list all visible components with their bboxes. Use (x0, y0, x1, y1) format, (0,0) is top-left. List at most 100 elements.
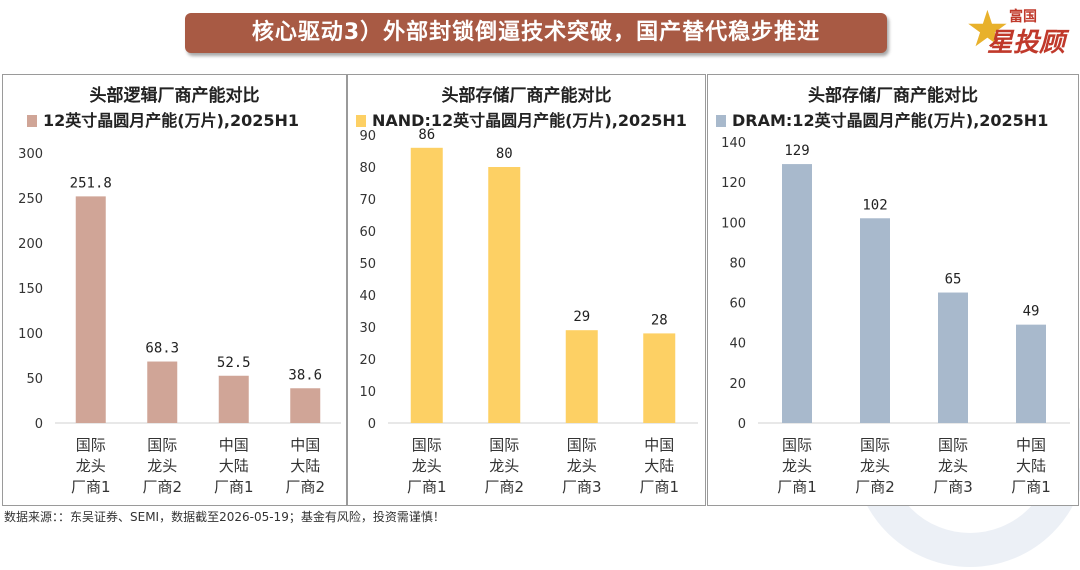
bar (488, 167, 521, 423)
bar (75, 196, 106, 423)
x-tick-label: 国际 (567, 436, 597, 454)
y-tick-label: 60 (359, 225, 376, 240)
y-tick-label: 0 (35, 417, 43, 432)
legend-swatch (356, 115, 366, 127)
legend-swatch (27, 115, 37, 127)
x-tick-label: 国际 (147, 436, 177, 454)
bar (290, 388, 321, 423)
data-label: 80 (496, 146, 513, 162)
x-tick-label: 国际 (782, 436, 812, 454)
x-tick-label: 厂商2 (484, 478, 524, 496)
data-label: 129 (784, 143, 809, 159)
logo-main-text: 星投顾 (987, 28, 1066, 58)
bar (218, 375, 249, 423)
y-tick-label: 150 (18, 282, 43, 297)
data-label: 29 (573, 309, 590, 325)
data-label: 68.3 (145, 341, 179, 357)
chart-legend: DRAM:12英寸晶圆月产能(万片),2025H1 (716, 107, 1048, 131)
x-tick-label: 厂商1 (71, 478, 111, 496)
x-tick-label: 龙头 (938, 457, 968, 475)
x-tick-label: 厂商1 (407, 478, 447, 496)
x-tick-label: 龙头 (860, 457, 890, 475)
x-tick-label: 厂商2 (142, 478, 182, 496)
bar (860, 218, 890, 423)
y-tick-label: 10 (359, 385, 376, 400)
y-tick-label: 300 (18, 147, 43, 162)
x-tick-label: 厂商3 (933, 478, 973, 496)
x-tick-label: 中国 (1016, 436, 1046, 454)
x-tick-label: 中国 (644, 436, 674, 454)
y-tick-label: 40 (729, 337, 746, 352)
y-tick-label: 20 (359, 353, 376, 368)
bar (782, 164, 812, 423)
data-label: 251.8 (70, 175, 112, 191)
y-tick-label: 50 (359, 257, 376, 272)
page-title-banner: 核心驱动3）外部封锁倒逼技术突破，国产替代稳步推进 (185, 13, 887, 53)
y-tick-label: 80 (359, 161, 376, 176)
y-tick-label: 70 (359, 193, 376, 208)
data-label: 102 (862, 197, 887, 213)
legend-label: NAND:12英寸晶圆月产能(万片),2025H1 (372, 111, 687, 130)
data-label: 65 (945, 272, 962, 288)
x-tick-label: 中国 (290, 436, 320, 454)
chart-title: 头部存储厂商产能对比 (808, 86, 978, 106)
source-footnote: 数据来源：：东吴证券、SEMI，数据截至2026-05-19；基金有风险，投资需… (4, 510, 445, 524)
y-tick-label: 140 (721, 136, 746, 151)
y-tick-label: 80 (729, 256, 746, 271)
x-tick-label: 龙头 (147, 457, 177, 475)
star-icon: ★ (965, 0, 1010, 58)
x-tick-label: 厂商1 (1011, 478, 1051, 496)
y-tick-label: 120 (721, 176, 746, 191)
x-tick-label: 国际 (76, 436, 106, 454)
y-tick-label: 20 (729, 377, 746, 392)
x-tick-label: 厂商1 (639, 478, 679, 496)
dram-capacity-chart-panel: 头部存储厂商产能对比 DRAM:12英寸晶圆月产能(万片),2025H1 0 20… (707, 74, 1079, 506)
x-tick-label: 龙头 (412, 457, 442, 475)
bar (410, 147, 443, 424)
data-label: 38.6 (288, 367, 322, 383)
x-tick-label: 厂商2 (855, 478, 895, 496)
y-tick-label: 60 (729, 297, 746, 312)
legend-swatch (716, 115, 726, 127)
nand-capacity-chart-panel: 头部存储厂商产能对比 NAND:12英寸晶圆月产能(万片),2025H1 0 10… (347, 74, 706, 506)
y-tick-label: 100 (721, 216, 746, 231)
x-tick-label: 龙头 (76, 457, 106, 475)
legend-label: DRAM:12英寸晶圆月产能(万片),2025H1 (732, 111, 1049, 130)
bar (147, 361, 178, 423)
bar (565, 330, 598, 423)
logic-capacity-chart-panel: 头部逻辑厂商产能对比 12英寸晶圆月产能(万片),2025H1 0 50 100 15… (2, 74, 347, 506)
bar (938, 292, 968, 423)
y-tick-label: 50 (26, 372, 43, 387)
x-tick-label: 大陆 (219, 457, 249, 475)
x-tick-label: 厂商1 (214, 478, 254, 496)
x-tick-label: 大陆 (1016, 457, 1046, 475)
logo-top-text: 富国 (1009, 9, 1037, 25)
legend-label: 12英寸晶圆月产能(万片),2025H1 (43, 111, 300, 130)
y-tick-label: 30 (359, 321, 376, 336)
brand-logo: ★ 富国 星投顾 (965, 0, 1075, 58)
x-tick-label: 龙头 (782, 457, 812, 475)
data-label: 49 (1023, 304, 1040, 320)
data-label: 28 (651, 312, 668, 328)
x-tick-label: 国际 (938, 436, 968, 454)
chart-legend: NAND:12英寸晶圆月产能(万片),2025H1 (356, 107, 687, 131)
x-tick-label: 厂商1 (777, 478, 817, 496)
x-tick-label: 大陆 (290, 457, 320, 475)
x-tick-label: 龙头 (567, 457, 597, 475)
y-tick-label: 0 (738, 417, 746, 432)
y-tick-label: 200 (18, 237, 43, 252)
data-label: 52.5 (217, 355, 251, 371)
bar (643, 333, 676, 423)
x-tick-label: 龙头 (489, 457, 519, 475)
y-tick-label: 0 (368, 417, 376, 432)
chart-legend: 12英寸晶圆月产能(万片),2025H1 (27, 107, 299, 131)
x-tick-label: 国际 (860, 436, 890, 454)
y-tick-label: 90 (359, 129, 376, 144)
page-title: 核心驱动3）外部封锁倒逼技术突破，国产替代稳步推进 (251, 20, 821, 45)
x-tick-label: 大陆 (644, 457, 674, 475)
y-tick-label: 250 (18, 192, 43, 207)
x-tick-label: 国际 (489, 436, 519, 454)
y-tick-label: 100 (18, 327, 43, 342)
